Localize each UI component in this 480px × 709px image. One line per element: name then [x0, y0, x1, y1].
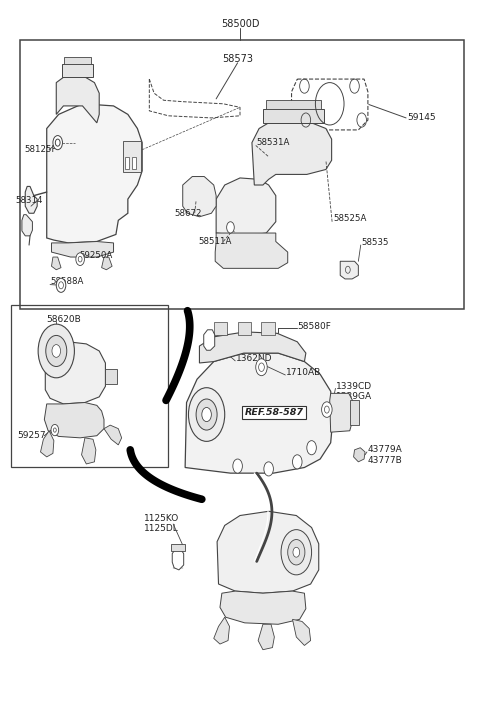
Polygon shape — [104, 425, 121, 445]
Circle shape — [293, 547, 300, 557]
Circle shape — [322, 402, 332, 418]
Polygon shape — [185, 353, 333, 473]
Bar — [350, 401, 360, 425]
Polygon shape — [214, 618, 229, 644]
Bar — [171, 544, 185, 551]
Polygon shape — [252, 123, 332, 185]
Polygon shape — [47, 104, 142, 243]
Text: 58314: 58314 — [16, 196, 43, 205]
Polygon shape — [25, 186, 37, 213]
Text: 58581: 58581 — [221, 340, 250, 348]
Text: 58580F: 58580F — [297, 322, 331, 331]
Polygon shape — [258, 625, 275, 649]
Text: 43779A: 43779A — [368, 445, 403, 454]
Circle shape — [256, 359, 267, 376]
Polygon shape — [292, 620, 311, 645]
Polygon shape — [51, 257, 61, 269]
Text: 1339CD: 1339CD — [336, 381, 372, 391]
Polygon shape — [22, 215, 33, 236]
Text: 58588A: 58588A — [50, 277, 84, 286]
Polygon shape — [102, 257, 112, 269]
Bar — [124, 157, 129, 169]
Circle shape — [264, 462, 274, 476]
Circle shape — [281, 530, 312, 575]
Polygon shape — [215, 233, 288, 268]
Polygon shape — [330, 393, 354, 432]
Text: 58672: 58672 — [174, 208, 202, 218]
Circle shape — [51, 425, 59, 436]
Text: 58573: 58573 — [222, 55, 253, 65]
Polygon shape — [172, 549, 184, 570]
Text: 58511A: 58511A — [199, 237, 232, 246]
Text: 58535: 58535 — [362, 238, 389, 247]
Circle shape — [189, 388, 225, 442]
Bar — [123, 140, 141, 172]
Text: 58531A: 58531A — [257, 138, 290, 147]
Bar — [64, 57, 91, 65]
Circle shape — [52, 345, 60, 357]
Polygon shape — [51, 242, 114, 257]
Circle shape — [227, 222, 234, 233]
Text: REF.58-587: REF.58-587 — [245, 408, 304, 417]
Text: 1710AB: 1710AB — [286, 369, 322, 377]
Polygon shape — [40, 431, 54, 457]
Polygon shape — [220, 591, 306, 625]
Bar — [21, 40, 464, 308]
Text: 58525A: 58525A — [333, 214, 366, 223]
Bar — [266, 100, 321, 108]
Circle shape — [76, 253, 84, 265]
Bar — [11, 305, 168, 467]
Text: 59250A: 59250A — [79, 251, 112, 260]
Polygon shape — [82, 438, 96, 464]
Bar — [106, 369, 117, 384]
Polygon shape — [183, 177, 216, 217]
Circle shape — [53, 135, 62, 150]
Circle shape — [56, 278, 66, 292]
Circle shape — [292, 454, 302, 469]
Bar — [238, 322, 251, 335]
Polygon shape — [44, 403, 104, 438]
Circle shape — [196, 399, 217, 430]
Text: 58125F: 58125F — [24, 145, 57, 154]
Circle shape — [38, 324, 74, 378]
Bar — [132, 157, 136, 169]
Bar — [262, 322, 275, 335]
Text: 1125DL: 1125DL — [144, 525, 179, 533]
Polygon shape — [56, 76, 99, 123]
Text: 1362ND: 1362ND — [236, 354, 273, 363]
Polygon shape — [45, 342, 106, 404]
Bar — [214, 322, 227, 335]
Polygon shape — [204, 330, 215, 350]
Circle shape — [202, 408, 211, 422]
Polygon shape — [199, 332, 306, 363]
Text: 59257: 59257 — [17, 431, 46, 440]
Circle shape — [288, 540, 305, 565]
Circle shape — [233, 459, 242, 473]
Text: 1339GA: 1339GA — [336, 392, 372, 401]
Text: 59145: 59145 — [407, 113, 436, 123]
Polygon shape — [217, 511, 319, 593]
Text: 58500D: 58500D — [221, 19, 259, 29]
Polygon shape — [216, 178, 276, 236]
Circle shape — [307, 441, 316, 454]
Polygon shape — [354, 447, 365, 462]
Text: 1125KO: 1125KO — [144, 514, 179, 523]
Bar — [263, 108, 324, 123]
Bar — [62, 65, 94, 77]
Text: 58620B: 58620B — [47, 315, 82, 324]
Circle shape — [46, 335, 67, 367]
Text: 43777B: 43777B — [368, 456, 403, 465]
Polygon shape — [340, 262, 359, 279]
